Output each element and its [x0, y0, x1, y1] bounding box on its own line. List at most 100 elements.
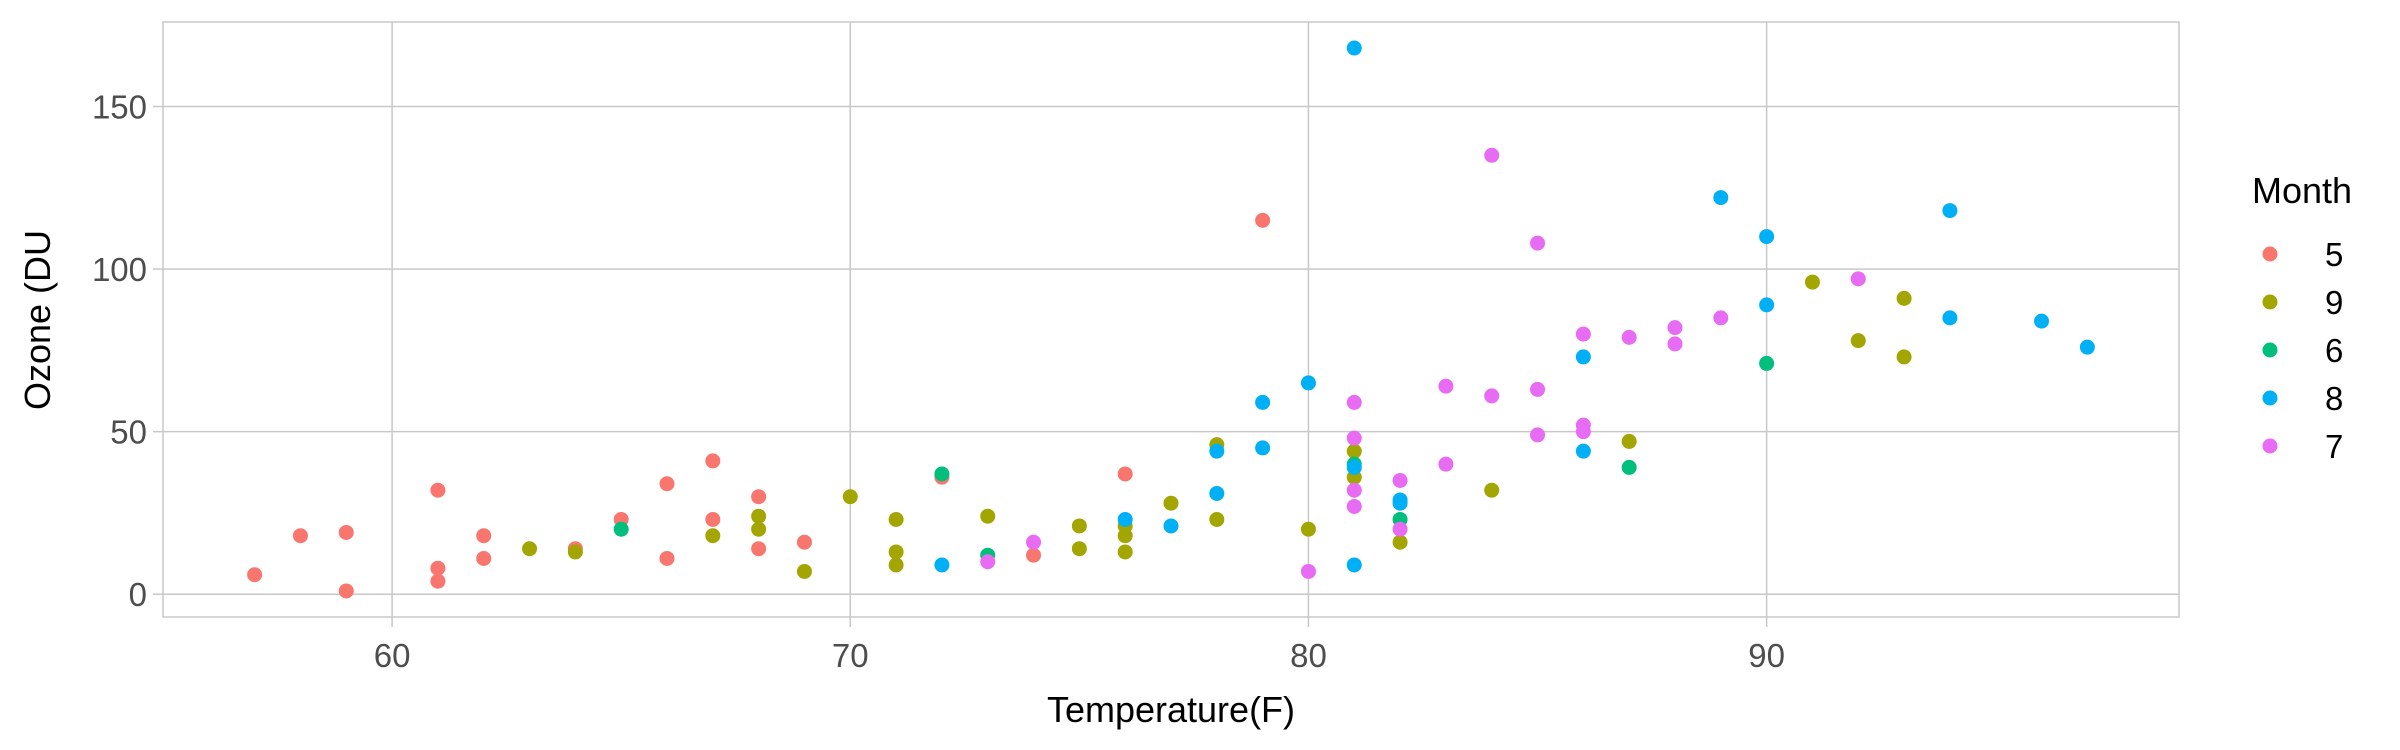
data-point: [1300, 375, 1316, 391]
data-point: [1713, 190, 1729, 206]
data-point: [1759, 297, 1775, 313]
data-point: [705, 453, 721, 469]
data-point: [430, 573, 446, 589]
data-point: [751, 541, 767, 557]
data-point: [1346, 430, 1362, 446]
legend-title: Month: [2252, 170, 2352, 211]
data-point: [1759, 229, 1775, 245]
data-point: [1026, 547, 1042, 563]
data-point: [888, 511, 904, 527]
legend: Month 5 9 6 8 7: [2252, 170, 2352, 465]
data-point: [980, 508, 996, 524]
data-point: [980, 554, 996, 570]
legend-label: 7: [2325, 428, 2343, 465]
data-point: [1117, 544, 1133, 560]
legend-key: [2262, 294, 2278, 310]
data-point: [934, 557, 950, 573]
data-point: [796, 534, 812, 550]
y-tick-label: 100: [92, 251, 147, 288]
data-point: [1346, 443, 1362, 459]
data-point: [1117, 466, 1133, 482]
data-point: [1484, 147, 1500, 163]
panel-border: [162, 21, 2180, 618]
series-9: [522, 274, 1912, 579]
data-point: [751, 489, 767, 505]
data-point: [1850, 333, 1866, 349]
data-point: [1804, 274, 1820, 290]
data-point: [705, 511, 721, 527]
data-point: [1255, 440, 1271, 456]
data-point: [1392, 521, 1408, 537]
x-axis-ticks: 60 70 80 90: [374, 617, 1785, 674]
data-point: [1346, 498, 1362, 514]
data-point: [751, 508, 767, 524]
data-point: [934, 466, 950, 482]
data-point: [659, 476, 675, 492]
data-point: [1346, 394, 1362, 410]
data-point: [1942, 310, 1958, 326]
data-point: [1209, 485, 1225, 501]
data-point: [1713, 310, 1729, 326]
data-point: [1621, 329, 1637, 345]
series-7: [980, 147, 1866, 579]
data-point: [1071, 541, 1087, 557]
legend-key: [2262, 438, 2278, 454]
series-6: [613, 355, 1775, 563]
data-point: [1896, 290, 1912, 306]
data-point: [1346, 557, 1362, 573]
data-point: [613, 521, 629, 537]
data-point: [1575, 424, 1591, 440]
series-5: [247, 212, 1271, 599]
data-point: [1575, 349, 1591, 365]
x-tick-label: 80: [1290, 637, 1327, 674]
data-point: [1300, 521, 1316, 537]
legend-label: 5: [2325, 236, 2343, 273]
data-point: [1667, 336, 1683, 352]
data-point: [705, 528, 721, 544]
data-point: [1209, 511, 1225, 527]
data-point: [1530, 381, 1546, 397]
data-point: [247, 567, 263, 583]
series-8: [934, 40, 2095, 573]
data-point: [1942, 203, 1958, 219]
data-point: [1392, 472, 1408, 488]
x-axis-title: Temperature(F): [1047, 689, 1295, 730]
x-tick-label: 90: [1748, 637, 1785, 674]
y-tick-label: 0: [129, 576, 147, 613]
data-point: [2079, 339, 2095, 355]
data-point: [888, 557, 904, 573]
data-points: [247, 40, 2095, 599]
data-point: [522, 541, 538, 557]
data-point: [292, 528, 308, 544]
legend-key: [2262, 342, 2278, 358]
data-point: [1667, 320, 1683, 336]
data-point: [1117, 528, 1133, 544]
data-point: [430, 482, 446, 498]
data-point: [1071, 518, 1087, 534]
x-tick-label: 60: [374, 637, 411, 674]
data-point: [1621, 459, 1637, 475]
data-point: [1850, 271, 1866, 287]
y-tick-label: 50: [110, 414, 147, 451]
data-point: [338, 524, 354, 540]
legend-key: [2262, 390, 2278, 406]
data-point: [430, 560, 446, 576]
data-point: [1621, 433, 1637, 449]
data-point: [1530, 235, 1546, 251]
x-tick-label: 70: [832, 637, 869, 674]
data-point: [1163, 495, 1179, 511]
data-point: [1438, 378, 1454, 394]
grid-lines: [163, 22, 2179, 617]
data-point: [1759, 355, 1775, 371]
data-point: [338, 583, 354, 599]
data-point: [2034, 313, 2050, 329]
legend-label: 9: [2325, 284, 2343, 321]
data-point: [659, 550, 675, 566]
y-axis-ticks: 0 50 100 150: [92, 89, 163, 613]
data-point: [1026, 534, 1042, 550]
data-point: [1255, 212, 1271, 228]
data-point: [842, 489, 858, 505]
legend-label: 6: [2325, 332, 2343, 369]
